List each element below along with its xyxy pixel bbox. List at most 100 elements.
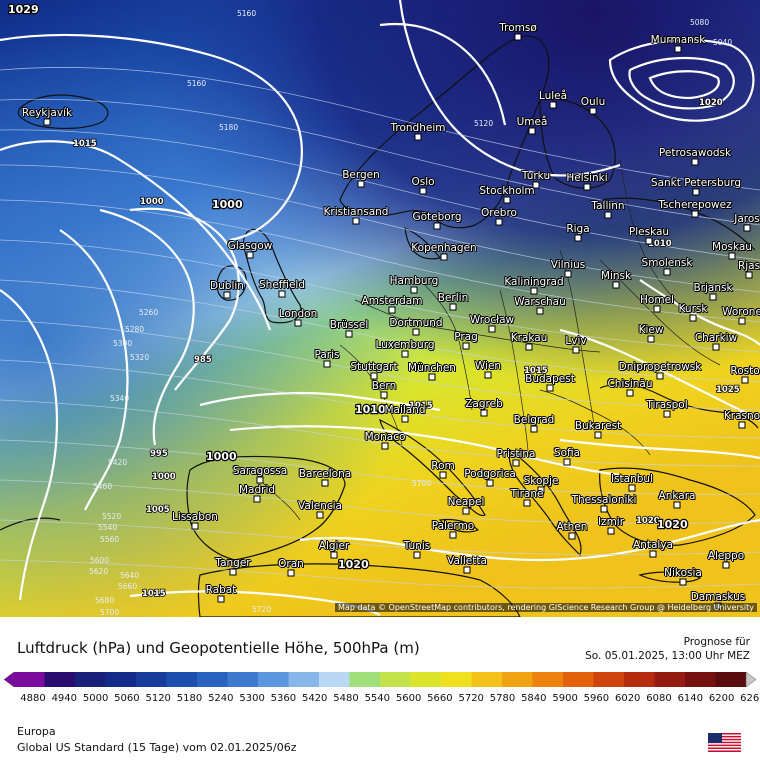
city-label: Paris [314, 349, 340, 361]
city-label: Chisinău [607, 378, 653, 390]
city-marker [656, 372, 664, 380]
city-label: Jaros [734, 213, 760, 225]
city-label: Tallinn [591, 200, 625, 212]
city-label: Brjansk [693, 282, 733, 294]
scale-tick-label: 5120 [145, 693, 170, 704]
geopotential-label: 5320 [130, 353, 149, 362]
city-label: Tiraspol [646, 399, 688, 411]
scale-tick-label: 5960 [584, 693, 609, 704]
pressure-labels: 1029 1015 1000 1000 985 995 1000 1005 1010 1015 10… [7, 2, 741, 600]
city-marker [223, 291, 231, 299]
city-label: Lissabon [172, 511, 218, 523]
city-marker [380, 391, 388, 399]
city-marker [728, 252, 736, 260]
city-marker [410, 286, 418, 294]
city-marker [433, 222, 441, 230]
city-label: Hamburg [389, 275, 439, 287]
scale-arrow-right [745, 671, 757, 688]
scale-color-swatch [715, 672, 747, 687]
geopotential-label: 5620 [89, 567, 108, 576]
city-marker [649, 550, 657, 558]
city-label: Turku [521, 170, 551, 182]
isobar-label: 1010 [355, 403, 386, 416]
isobar-label: 1020 [636, 516, 660, 526]
isobar-label: 1015 [73, 139, 97, 149]
city-label: Murmansk [650, 34, 706, 46]
city-marker [530, 425, 538, 433]
city-marker [674, 45, 682, 53]
city-label: Trondheim [390, 122, 446, 134]
city-marker [745, 271, 753, 279]
scale-tick-label: 6080 [646, 693, 671, 704]
city-label: Dnipropetrowsk [618, 361, 702, 373]
scale-tick-label: 6020 [615, 693, 640, 704]
geopotential-label: 5520 [102, 512, 121, 521]
city-marker [191, 522, 199, 530]
city-label: Thessaloniki [571, 494, 637, 506]
city-marker [530, 287, 538, 295]
model-label: Global US Standard (15 Tage) vom 02.01.2… [17, 741, 297, 754]
region-label: Europa [17, 725, 56, 738]
scale-tick-label: 5180 [177, 693, 202, 704]
city-marker [419, 187, 427, 195]
city-marker [381, 442, 389, 450]
city-marker [563, 458, 571, 466]
city-marker [537, 486, 545, 494]
city-label: Tanger [215, 557, 251, 569]
isobar-label: 1025 [716, 385, 740, 395]
scale-color-swatch [502, 672, 534, 687]
city-label: Vilnius [550, 259, 586, 271]
city-label: Moskau [712, 241, 752, 253]
scale-tick-label: 5600 [396, 693, 421, 704]
city-marker [528, 127, 536, 135]
city-label: Helsinki [566, 172, 608, 184]
city-marker [692, 188, 700, 196]
city-marker [549, 101, 557, 109]
city-marker [294, 319, 302, 327]
scale-tick-label: 5720 [458, 693, 483, 704]
scale-tick-label: 5840 [521, 693, 546, 704]
city-label: Wien [474, 360, 502, 372]
city-marker [600, 505, 608, 513]
geopotential-label: 5560 [100, 535, 119, 544]
map-attribution: Map data © OpenStreetMap contributors, r… [335, 603, 757, 612]
city-label: Göteborg [412, 211, 462, 223]
city-marker [594, 431, 602, 439]
scale-color-swatch [14, 672, 46, 687]
city-marker [439, 471, 447, 479]
geopotential-label: 5120 [474, 119, 493, 128]
scale-color-swatch [197, 672, 229, 687]
city-label: Kristiansand [323, 206, 389, 218]
city-label: Rosto [730, 365, 760, 377]
city-label: Algier [318, 540, 350, 552]
city-label: Petrosawodsk [658, 147, 732, 159]
city-label: Oslo [411, 176, 435, 188]
city-marker [462, 507, 470, 515]
city-marker [691, 210, 699, 218]
city-label: Bern [371, 380, 397, 392]
geopotential-label: 5700 [100, 608, 119, 617]
city-label: Athen [556, 521, 588, 533]
city-label: Stockholm [479, 185, 535, 197]
city-label: Istanbul [610, 473, 654, 485]
city-label: Sheffield [259, 279, 305, 291]
geopotential-label: 5080 [690, 18, 709, 27]
scale-color-swatch [349, 672, 381, 687]
city-label: Rjas [737, 260, 760, 272]
city-label: Wrocław [469, 314, 515, 326]
city-marker [523, 499, 531, 507]
city-label: Ankara [658, 490, 696, 502]
city-marker [330, 551, 338, 559]
scale-color-swatch [654, 672, 686, 687]
city-label: Berlin [437, 292, 469, 304]
city-label: Riga [566, 223, 590, 235]
scale-color-swatch [258, 672, 290, 687]
city-label: Luxemburg [375, 339, 435, 351]
city-marker [653, 305, 661, 313]
city-marker [412, 328, 420, 336]
city-marker [663, 410, 671, 418]
city-marker [401, 350, 409, 358]
geopotential-label: 5700 [412, 479, 431, 488]
geopotential-label: 5420 [108, 458, 127, 467]
city-marker [357, 180, 365, 188]
